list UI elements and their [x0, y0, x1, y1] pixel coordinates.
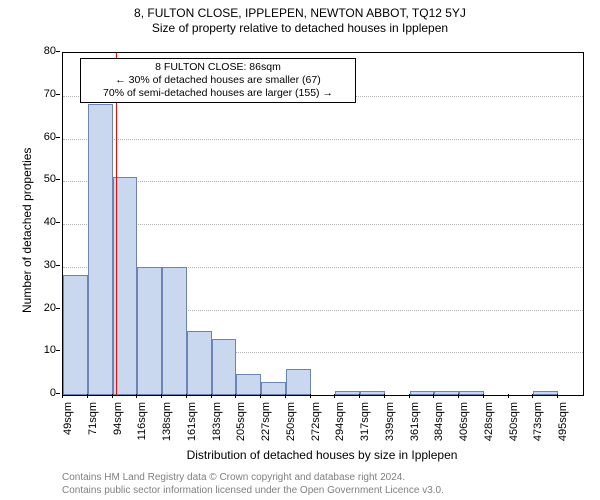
x-axis-label: Distribution of detached houses by size …: [62, 448, 582, 462]
annotation-line-1: 8 FULTON CLOSE: 86sqm: [87, 61, 349, 74]
histogram-bar: [187, 331, 212, 395]
gridline: [63, 181, 583, 182]
histogram-bar: [533, 391, 558, 395]
histogram-bar: [360, 391, 385, 395]
y-tick: 10: [30, 344, 56, 356]
y-tick: 70: [30, 88, 56, 100]
histogram-bar: [212, 339, 237, 395]
histogram-bar: [137, 267, 162, 395]
y-tick: 40: [30, 216, 56, 228]
y-tick: 0: [30, 387, 56, 399]
annotation-box: 8 FULTON CLOSE: 86sqm ← 30% of detached …: [80, 58, 356, 103]
gridline: [63, 224, 583, 225]
plot-area: [62, 52, 584, 396]
annotation-line-3: 70% of semi-detached houses are larger (…: [87, 87, 349, 100]
histogram-bar: [88, 104, 113, 395]
title-line-1: 8, FULTON CLOSE, IPPLEPEN, NEWTON ABBOT,…: [0, 6, 600, 21]
gridline: [63, 139, 583, 140]
footer-line-1: Contains HM Land Registry data © Crown c…: [62, 472, 444, 485]
histogram-bar: [261, 382, 286, 395]
histogram-bar: [459, 391, 484, 395]
y-tick: 60: [30, 131, 56, 143]
footer-line-2: Contains public sector information licen…: [62, 485, 444, 498]
y-tick: 30: [30, 259, 56, 271]
histogram-bar: [335, 391, 360, 395]
annotation-line-2: ← 30% of detached houses are smaller (67…: [87, 74, 349, 87]
histogram-bar: [63, 275, 88, 395]
histogram-bar: [410, 391, 435, 395]
y-tick: 20: [30, 302, 56, 314]
chart-container: 8, FULTON CLOSE, IPPLEPEN, NEWTON ABBOT,…: [0, 0, 600, 500]
property-marker: [116, 53, 117, 395]
footer: Contains HM Land Registry data © Crown c…: [62, 472, 444, 497]
histogram-bar: [162, 267, 187, 395]
histogram-bar: [286, 369, 311, 395]
y-tick: 50: [30, 173, 56, 185]
histogram-bar: [236, 374, 261, 395]
title-line-2: Size of property relative to detached ho…: [0, 21, 600, 36]
chart-title: 8, FULTON CLOSE, IPPLEPEN, NEWTON ABBOT,…: [0, 6, 600, 36]
histogram-bar: [434, 391, 459, 395]
y-tick: 80: [30, 45, 56, 57]
